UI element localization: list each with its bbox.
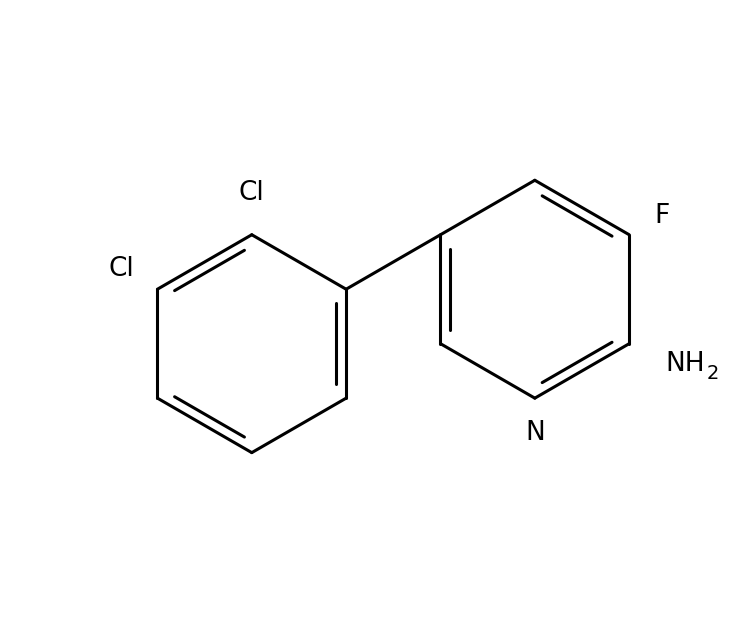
Text: F: F xyxy=(655,203,670,229)
Text: Cl: Cl xyxy=(109,256,134,282)
Text: N: N xyxy=(525,420,545,446)
Text: 2: 2 xyxy=(707,364,719,383)
Text: NH: NH xyxy=(665,351,704,378)
Text: Cl: Cl xyxy=(239,180,265,207)
